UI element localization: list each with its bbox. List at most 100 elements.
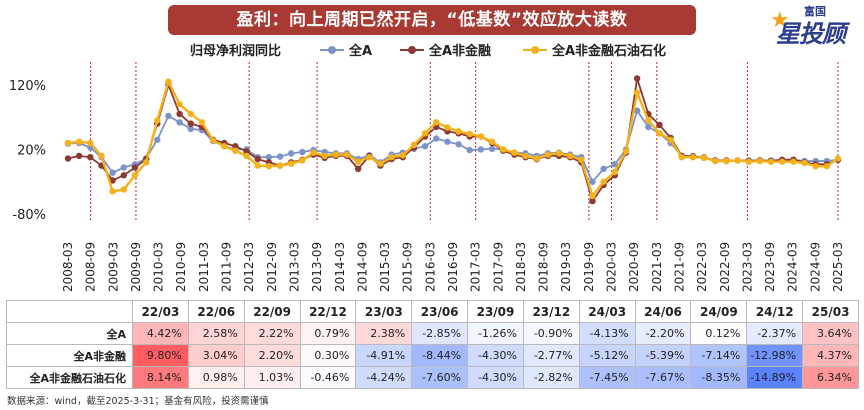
data-point [142, 159, 150, 166]
legend-swatch-dot [531, 46, 539, 54]
data-point [622, 148, 630, 155]
table-cell: -2.37% [746, 322, 804, 345]
data-point [611, 161, 619, 168]
data-point [243, 148, 250, 155]
data-point [544, 151, 552, 158]
data-point [421, 130, 429, 137]
data-point [187, 110, 194, 118]
data-point [388, 154, 395, 161]
table-cell: 8.14% [132, 366, 189, 389]
data-point [221, 143, 228, 150]
data-point [321, 152, 328, 160]
y-tick-label: 20% [17, 143, 46, 158]
x-tick-label: 2021-03 [650, 242, 664, 292]
data-point [500, 146, 507, 153]
table-cell: -5.12% [578, 344, 636, 367]
data-point [566, 152, 574, 160]
table-cell: -7.14% [690, 344, 748, 367]
data-point [120, 172, 127, 179]
x-tick-label: 2017-09 [491, 242, 505, 292]
column-header: 24/12 [746, 300, 804, 323]
data-point [64, 139, 72, 147]
table-cell: 2.38% [355, 322, 413, 345]
data-point [812, 163, 819, 170]
x-tick-label: 2015-03 [378, 242, 392, 292]
legend-swatch-dot [408, 46, 416, 54]
x-tick-label: 2020-09 [627, 242, 641, 292]
table-cell: -2.77% [522, 344, 580, 367]
x-tick-label: 2008-09 [84, 242, 98, 292]
x-tick-label: 2011-03 [197, 242, 211, 292]
data-point [75, 152, 83, 160]
table-cell: -8.44% [411, 344, 469, 367]
data-point [254, 162, 261, 169]
data-point [790, 158, 797, 165]
data-point [555, 150, 563, 157]
data-point [98, 152, 105, 160]
logo-big-text: 星投顾 [776, 20, 846, 48]
table-cell: -4.13% [578, 322, 636, 345]
x-tick-label: 2010-03 [152, 242, 166, 292]
table-row: 全A非金融 9.80% 3.04% 2.20% 0.30% -4.91% -8.44% -4.… [6, 344, 859, 367]
data-point [399, 152, 406, 159]
brand-logo: ★ 富国 星投顾 [770, 2, 860, 48]
legend-title: 归母净利润同比 [190, 43, 281, 59]
data-point [444, 124, 451, 131]
table-cell: -4.24% [355, 366, 413, 389]
data-point [265, 163, 273, 170]
data-point [410, 141, 418, 149]
data-point [131, 172, 139, 179]
table-cell: -7.45% [578, 366, 636, 389]
x-tick-label: 2011-09 [220, 242, 234, 292]
x-tick-label: 2014-03 [333, 242, 347, 292]
x-tick-label: 2013-09 [310, 242, 324, 292]
data-point [154, 117, 161, 124]
data-point [109, 188, 116, 195]
table-cell: -4.30% [467, 344, 524, 367]
data-point [589, 192, 596, 200]
data-table: 22/03 22/06 22/09 22/12 23/03 23/06 23/09 23/12… [6, 300, 859, 389]
data-point [120, 164, 127, 171]
data-point [801, 159, 808, 167]
data-point [600, 178, 607, 185]
data-point [176, 110, 183, 118]
data-point [332, 151, 340, 158]
table-cell: 3.64% [802, 322, 859, 345]
data-point [232, 143, 239, 150]
column-header: 22/12 [299, 300, 357, 323]
data-point [723, 157, 730, 165]
table-cell: 0.98% [187, 366, 245, 389]
data-point [667, 136, 674, 143]
x-tick-label: 2008-03 [61, 242, 75, 292]
table-cell: -0.90% [522, 322, 580, 345]
data-point [589, 197, 596, 205]
table-cell: 0.12% [690, 322, 748, 345]
data-point [712, 157, 719, 165]
column-header: 22/09 [243, 300, 301, 323]
x-tick-label: 2018-03 [514, 242, 528, 292]
data-point [834, 155, 842, 162]
data-point [377, 160, 384, 167]
data-point [656, 130, 663, 137]
data-point [678, 154, 685, 161]
data-point [165, 78, 172, 85]
x-tick-label: 2009-09 [129, 242, 143, 292]
data-point [600, 165, 607, 173]
logo-small-text: 富国 [804, 5, 826, 18]
data-point [276, 162, 284, 169]
x-tick-label: 2022-09 [718, 242, 732, 292]
data-point [633, 75, 641, 82]
legend-swatch-dot [328, 46, 336, 54]
table-cell: -2.85% [411, 322, 469, 345]
table-cell: -1.26% [467, 322, 524, 345]
table-cell: -4.30% [467, 366, 524, 389]
data-point [689, 154, 697, 161]
data-point [466, 130, 473, 138]
table-corner-cell [6, 300, 133, 323]
column-header: 22/03 [132, 300, 189, 323]
data-point [633, 107, 641, 114]
data-point [421, 143, 429, 150]
data-point [433, 135, 440, 142]
x-tick-label: 2019-09 [582, 242, 596, 292]
table-cell: 4.37% [802, 344, 859, 367]
